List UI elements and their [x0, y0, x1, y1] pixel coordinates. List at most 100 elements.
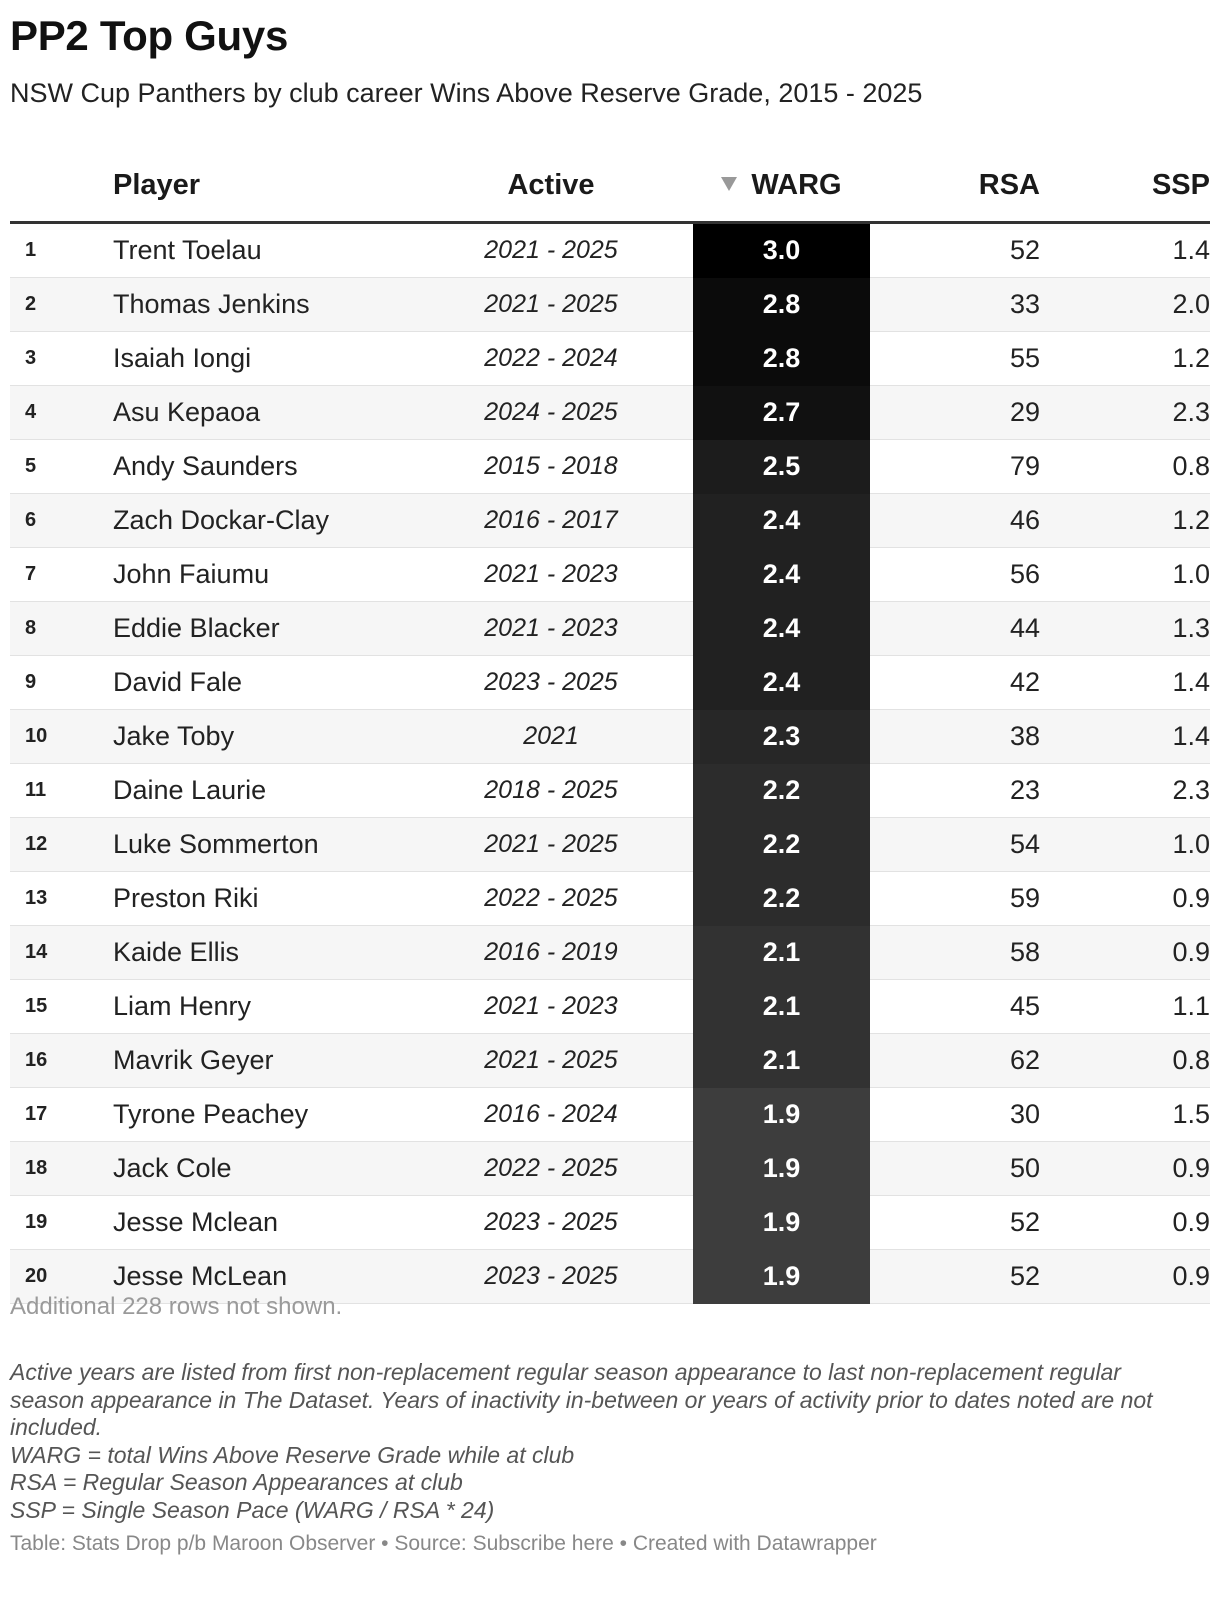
player-cell: Eddie Blacker	[113, 601, 409, 656]
note-ssp-definition: SSP = Single Season Pace (WARG / RSA * 2…	[10, 1496, 495, 1523]
active-cell: 2023 - 2025	[409, 1195, 693, 1250]
rank-cell: 17	[10, 1087, 113, 1142]
ssp-cell: 0.9	[1040, 1195, 1210, 1250]
warg-cell: 2.4	[693, 493, 870, 548]
active-cell: 2021 - 2025	[409, 277, 693, 332]
active-cell: 2021 - 2025	[409, 1033, 693, 1088]
table-row: 12 Luke Sommerton 2021 - 2025 2.2 54 1.0	[10, 817, 1210, 872]
active-cell: 2016 - 2017	[409, 493, 693, 548]
table-row: 14 Kaide Ellis 2016 - 2019 2.1 58 0.9	[10, 925, 1210, 980]
warg-cell: 2.2	[693, 871, 870, 926]
active-cell: 2022 - 2025	[409, 1141, 693, 1196]
ssp-cell: 1.2	[1040, 331, 1210, 386]
column-header-player[interactable]: Player	[113, 150, 409, 224]
rank-cell: 10	[10, 709, 113, 764]
table-row: 3 Isaiah Iongi 2022 - 2024 2.8 55 1.2	[10, 331, 1210, 386]
rank-cell: 4	[10, 385, 113, 440]
warg-cell: 1.9	[693, 1141, 870, 1196]
table-row: 16 Mavrik Geyer 2021 - 2025 2.1 62 0.8	[10, 1033, 1210, 1088]
player-cell: Asu Kepaoa	[113, 385, 409, 440]
rank-cell: 3	[10, 331, 113, 386]
rank-cell: 9	[10, 655, 113, 710]
rsa-cell: 54	[870, 817, 1040, 872]
active-cell: 2021 - 2023	[409, 979, 693, 1034]
table-row: 11 Daine Laurie 2018 - 2025 2.2 23 2.3	[10, 763, 1210, 818]
player-cell: Mavrik Geyer	[113, 1033, 409, 1088]
active-cell: 2023 - 2025	[409, 655, 693, 710]
active-cell: 2021 - 2023	[409, 547, 693, 602]
column-header-rsa-label: RSA	[978, 169, 1040, 201]
column-header-ssp[interactable]: SSP	[1040, 150, 1210, 224]
player-cell: Luke Sommerton	[113, 817, 409, 872]
active-cell: 2015 - 2018	[409, 439, 693, 494]
warg-cell: 2.1	[693, 925, 870, 980]
note-warg-definition: WARG = total Wins Above Reserve Grade wh…	[10, 1441, 575, 1468]
ssp-cell: 1.4	[1040, 222, 1210, 278]
rank-cell: 8	[10, 601, 113, 656]
rank-cell: 20	[10, 1249, 113, 1304]
rsa-cell: 23	[870, 763, 1040, 818]
ssp-cell: 0.9	[1040, 871, 1210, 926]
ssp-cell: 2.3	[1040, 385, 1210, 440]
active-cell: 2022 - 2025	[409, 871, 693, 926]
player-cell: Liam Henry	[113, 979, 409, 1034]
warg-cell: 2.3	[693, 709, 870, 764]
active-cell: 2024 - 2025	[409, 385, 693, 440]
active-cell: 2022 - 2024	[409, 331, 693, 386]
rsa-cell: 55	[870, 331, 1040, 386]
table-notes: Active years are listed from first non-r…	[10, 1359, 1190, 1524]
ssp-cell: 1.0	[1040, 547, 1210, 602]
player-cell: Zach Dockar-Clay	[113, 493, 409, 548]
warg-cell: 2.1	[693, 1033, 870, 1088]
warg-cell: 2.4	[693, 601, 870, 656]
rsa-cell: 52	[870, 1195, 1040, 1250]
column-header-active-label: Active	[507, 169, 595, 201]
column-header-active[interactable]: Active	[409, 150, 693, 224]
note-active-years: Active years are listed from first non-r…	[10, 1359, 1153, 1440]
column-header-rsa[interactable]: RSA	[870, 150, 1040, 224]
table-row: 18 Jack Cole 2022 - 2025 1.9 50 0.9	[10, 1141, 1210, 1196]
player-cell: John Faiumu	[113, 547, 409, 602]
column-header-rank	[10, 150, 113, 224]
warg-cell: 1.9	[693, 1249, 870, 1304]
table-row: 15 Liam Henry 2021 - 2023 2.1 45 1.1	[10, 979, 1210, 1034]
rsa-cell: 42	[870, 655, 1040, 710]
rank-cell: 7	[10, 547, 113, 602]
warg-cell: 2.2	[693, 817, 870, 872]
ssp-cell: 1.5	[1040, 1087, 1210, 1142]
warg-cell: 1.9	[693, 1195, 870, 1250]
active-cell: 2018 - 2025	[409, 763, 693, 818]
player-cell: Isaiah Iongi	[113, 331, 409, 386]
column-header-warg[interactable]: WARG	[693, 150, 870, 224]
rank-cell: 5	[10, 439, 113, 494]
header-row: Player Active WARG RSA SSP	[10, 150, 1210, 224]
table-row: 13 Preston Riki 2022 - 2025 2.2 59 0.9	[10, 871, 1210, 926]
ssp-cell: 1.3	[1040, 601, 1210, 656]
rsa-cell: 46	[870, 493, 1040, 548]
player-cell: Thomas Jenkins	[113, 277, 409, 332]
active-cell: 2021	[409, 709, 693, 764]
table-row: 17 Tyrone Peachey 2016 - 2024 1.9 30 1.5	[10, 1087, 1210, 1142]
page-subtitle: NSW Cup Panthers by club career Wins Abo…	[10, 78, 923, 108]
table-row: 19 Jesse Mclean 2023 - 2025 1.9 52 0.9	[10, 1195, 1210, 1250]
ssp-cell: 1.1	[1040, 979, 1210, 1034]
player-cell: Kaide Ellis	[113, 925, 409, 980]
table-row: 4 Asu Kepaoa 2024 - 2025 2.7 29 2.3	[10, 385, 1210, 440]
rank-cell: 15	[10, 979, 113, 1034]
active-cell: 2021 - 2023	[409, 601, 693, 656]
sort-descending-icon	[721, 177, 738, 191]
warg-cell: 2.8	[693, 277, 870, 332]
rows-not-shown-note: Additional 228 rows not shown.	[10, 1293, 343, 1320]
player-cell: Jack Cole	[113, 1141, 409, 1196]
table-row: 7 John Faiumu 2021 - 2023 2.4 56 1.0	[10, 547, 1210, 602]
rsa-cell: 50	[870, 1141, 1040, 1196]
table-row: 1 Trent Toelau 2021 - 2025 3.0 52 1.4	[10, 222, 1210, 278]
rsa-cell: 52	[870, 1249, 1040, 1304]
rank-cell: 12	[10, 817, 113, 872]
warg-cell: 2.4	[693, 547, 870, 602]
rsa-cell: 33	[870, 277, 1040, 332]
rank-cell: 14	[10, 925, 113, 980]
player-cell: Trent Toelau	[113, 222, 409, 278]
note-rsa-definition: RSA = Regular Season Appearances at club	[10, 1469, 463, 1495]
rank-cell: 19	[10, 1195, 113, 1250]
